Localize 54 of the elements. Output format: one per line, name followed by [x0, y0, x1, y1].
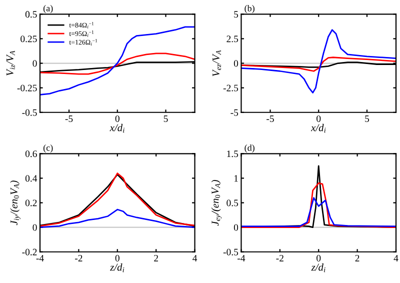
y-tick-label: -0.25 [17, 84, 37, 92]
x-tick-label: -2 [75, 254, 82, 262]
x-tick-label: -4 [238, 254, 246, 262]
y-tick-label: 0 [234, 224, 238, 231]
x-axis-title: x/d$_{i}$ [310, 124, 326, 133]
y-tick-label: -0.5 [223, 248, 238, 256]
line-series [241, 29, 396, 94]
chart-title: (b) [244, 4, 254, 14]
y-tick-label: -0.2 [22, 248, 37, 256]
line-series [241, 197, 396, 228]
line-series [40, 208, 195, 228]
y-tick-label: 0.6 [25, 150, 37, 158]
x-tick-label: -5 [266, 116, 274, 122]
y-tick-label: 0 [234, 60, 238, 67]
x-tick-label: 0 [115, 254, 120, 262]
y-tick-label: 5 [234, 11, 238, 18]
y-tick-label: 1 [234, 175, 238, 182]
x-tick-label: 4 [394, 254, 398, 262]
chart-title: (d) [244, 144, 254, 153]
y-tick-label: -0.5 [22, 109, 37, 116]
y-axis-title: J$_{ey}$/(en$_{0}$V$_{A}$) [211, 180, 222, 226]
y-axis-title: V$_{ez}$/V$_{A}$ [212, 50, 221, 76]
chart-title: (a) [43, 4, 53, 14]
y-tick-label: 0 [32, 60, 37, 67]
x-tick-label: 0 [316, 254, 321, 262]
line-series [40, 52, 195, 75]
x-tick-label: -4 [36, 254, 44, 262]
x-tick-label: 2 [154, 254, 158, 262]
y-tick-label: -2.5 [223, 84, 238, 92]
x-tick-label: -5 [65, 116, 73, 122]
y-tick-label: -5 [230, 109, 238, 116]
x-axis-title: x/d$_{i}$ [110, 124, 124, 133]
x-tick-label: 4 [192, 254, 198, 262]
x-axis-title: z/d$_{i}$ [311, 263, 326, 272]
y-axis-title: J$_{iy}$/(en$_{0}$V$_{A}$) [10, 180, 20, 226]
y-tick-label: 1.5 [227, 150, 238, 158]
x-tick-label: 5 [365, 116, 370, 122]
y-tick-label: 0 [32, 224, 37, 231]
x-tick-label: 0 [115, 115, 120, 122]
x-tick-label: 0 [316, 115, 321, 122]
y-tick-label: 0.5 [25, 11, 37, 18]
line-series [241, 56, 396, 72]
x-tick-label: -2 [276, 254, 284, 262]
y-tick-label: 0.5 [226, 200, 238, 206]
y-tick-label: 0.25 [20, 36, 37, 42]
y-tick-label: 2.5 [226, 36, 238, 42]
line-series [241, 182, 396, 228]
y-axis-title: V$_{iz}$/V$_{A}$ [6, 50, 15, 76]
chart-title: (c) [43, 144, 53, 153]
x-axis-title: z/d$_{i}$ [110, 263, 124, 272]
y-tick-label: 0.2 [25, 200, 37, 206]
x-tick-label: 5 [164, 116, 168, 122]
x-tick-label: 2 [355, 254, 360, 262]
y-tick-label: 0.4 [25, 175, 38, 182]
